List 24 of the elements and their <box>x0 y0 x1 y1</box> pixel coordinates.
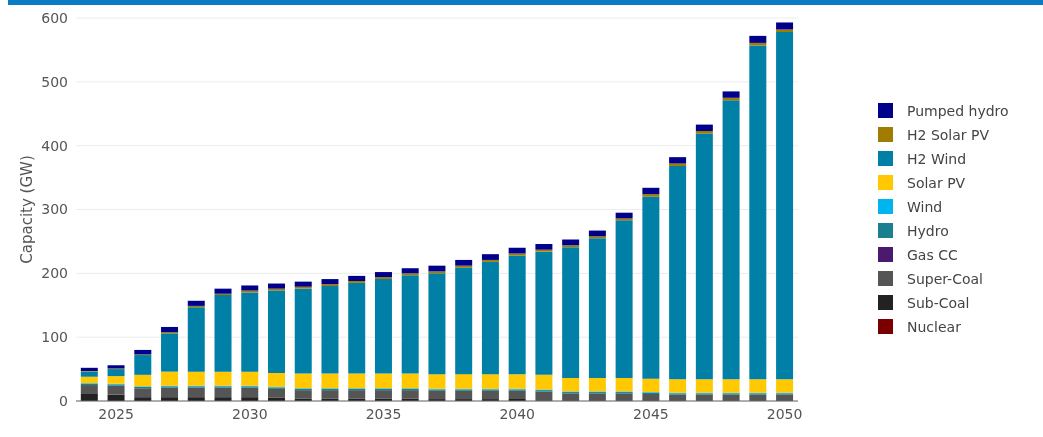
legend-label: Super-Coal <box>907 270 983 287</box>
legend-label: Pumped hydro <box>907 102 1009 119</box>
x-tick-label: 2040 <box>499 405 536 422</box>
y-tick-label: 400 <box>41 137 68 154</box>
x-tick-label: 2025 <box>98 405 134 422</box>
legend-label: Hydro <box>907 222 949 239</box>
y-tick-label: 200 <box>41 265 68 282</box>
legend-label: Wind <box>907 198 943 215</box>
x-tick-label: 2045 <box>633 405 669 422</box>
y-tick-label: 300 <box>41 201 68 218</box>
legend-label: H2 Solar PV <box>907 126 990 143</box>
x-tick-label: 2030 <box>231 405 268 422</box>
legend-label: Solar PV <box>907 174 966 191</box>
y-axis-title: Capacity (GW) <box>18 155 37 264</box>
legend-label: Gas CC <box>907 246 958 263</box>
y-tick-label: 100 <box>41 329 68 346</box>
legend-label: H2 Wind <box>907 150 967 167</box>
legend-label: Sub-Coal <box>907 294 970 311</box>
x-tick-label: 2035 <box>365 405 402 422</box>
y-tick-label: 500 <box>41 73 68 90</box>
legend-label: Nuclear <box>907 318 961 335</box>
y-tick-label: 600 <box>41 9 68 26</box>
y-tick-label: 0 <box>59 392 68 409</box>
x-tick-label: 2050 <box>766 405 803 422</box>
